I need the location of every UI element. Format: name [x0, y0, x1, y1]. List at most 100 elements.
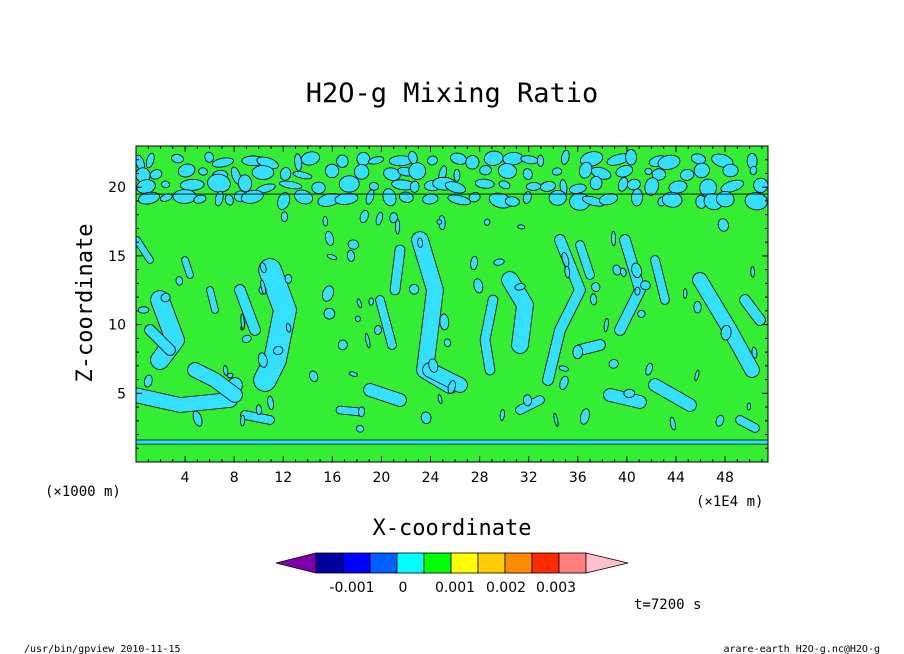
contour-region: [207, 173, 231, 193]
contour-region: [309, 370, 319, 383]
x-tick-label: 16: [323, 470, 341, 486]
colorbar-swatch: [396, 552, 425, 574]
contour-region: [161, 180, 170, 189]
contour-region: [540, 181, 556, 192]
contour-region: [207, 287, 218, 313]
contour-region: [237, 174, 253, 192]
contour-region: [553, 412, 559, 427]
contour-region: [744, 192, 768, 211]
x-tick-label: 12: [274, 470, 292, 486]
contour-region: [240, 414, 246, 427]
colorbar-label: -0.001: [329, 580, 374, 596]
colorbar-swatch: [504, 552, 533, 574]
contour-region: [558, 365, 569, 372]
contour-region: [561, 252, 570, 267]
contour-region: [336, 406, 364, 416]
y-axis: 5 10 15 20: [108, 145, 768, 449]
contour-region: [364, 384, 406, 406]
contour-region: [179, 179, 205, 191]
contour-region: [365, 189, 375, 205]
x-tick-label: 28: [471, 470, 489, 486]
contour-region: [254, 259, 296, 391]
contour-region: [311, 181, 326, 194]
contour-region: [589, 176, 603, 191]
contour-region: [368, 297, 374, 306]
contour-region: [559, 375, 569, 390]
contour-region: [334, 192, 359, 205]
contour-region: [138, 191, 160, 205]
colorbar-swatch: [369, 552, 398, 574]
contour-region: [615, 165, 634, 178]
contour-region: [722, 163, 739, 178]
contour-region: [408, 162, 427, 180]
contour-region: [188, 363, 242, 402]
contour-region: [631, 188, 644, 207]
y-tick-label: 20: [108, 180, 126, 196]
contour-region: [640, 280, 651, 291]
colorbar-swatch: [477, 552, 506, 574]
contour-region: [514, 283, 526, 291]
contour-region: [356, 298, 363, 309]
contour-region: [177, 163, 196, 178]
contour-region: [717, 218, 729, 232]
contour-region: [251, 165, 275, 180]
contour-region: [279, 180, 303, 190]
contour-region: [483, 218, 491, 226]
contour-region: [390, 245, 405, 295]
contour-region: [160, 292, 171, 303]
contour-region: [444, 181, 467, 194]
x-axis-unit: (×1000 m): [45, 484, 121, 500]
contour-region: [428, 358, 439, 373]
x-tick-label: 4: [181, 470, 190, 486]
x-axis-multiplier: (×1E4 m): [696, 494, 763, 510]
chart-title: H2O-g Mixing Ratio: [306, 78, 599, 109]
contour-region: [443, 338, 452, 348]
contour-region: [338, 175, 360, 193]
contour-region: [651, 256, 669, 304]
contour-region: [321, 285, 335, 302]
contour-region: [409, 180, 420, 193]
contour-region: [279, 167, 292, 181]
contour-region: [171, 153, 184, 164]
contour-region: [383, 167, 401, 181]
contour-region: [637, 309, 646, 318]
contour-region: [683, 288, 688, 299]
contour-region: [409, 283, 420, 295]
colorbar-swatch: [558, 552, 587, 574]
contour-region: [470, 255, 479, 271]
contour-region: [375, 211, 384, 226]
contour-region: [750, 266, 755, 278]
contour-region: [749, 165, 758, 176]
contour-region: [668, 180, 688, 194]
contour-region: [498, 180, 511, 190]
contour-region: [280, 211, 289, 223]
contour-region: [322, 216, 329, 227]
contour-region: [382, 188, 397, 207]
contour-region: [604, 389, 646, 408]
contour-region: [193, 194, 207, 204]
x-tick-label: 20: [373, 470, 391, 486]
y-tick-label: 5: [117, 386, 126, 402]
colorbar-extend-low: [275, 552, 317, 574]
contour-region: [358, 406, 366, 418]
contour-region: [437, 394, 443, 405]
colorbar-swatch: [315, 552, 344, 574]
contour-region: [480, 295, 498, 375]
contour-region: [603, 318, 609, 333]
footer-left: /usr/bin/gpview 2010-11-15: [24, 644, 181, 654]
contour-region: [348, 371, 358, 377]
contour-region: [499, 409, 505, 421]
contour-region: [447, 194, 471, 206]
contour-region: [561, 149, 570, 165]
contour-region: [346, 250, 355, 262]
contour-region: [145, 325, 175, 355]
contour-region: [522, 191, 532, 204]
x-axis: 4 8 12 16 20 24 28 32 36 40 44 48: [147, 146, 763, 486]
x-tick-label: 8: [230, 470, 239, 486]
contour-region: [326, 253, 338, 260]
contour-region: [644, 177, 660, 196]
contour-region: [669, 416, 676, 431]
contour-region: [497, 163, 517, 179]
plot-area: [135, 145, 769, 463]
contour-region: [137, 306, 150, 314]
